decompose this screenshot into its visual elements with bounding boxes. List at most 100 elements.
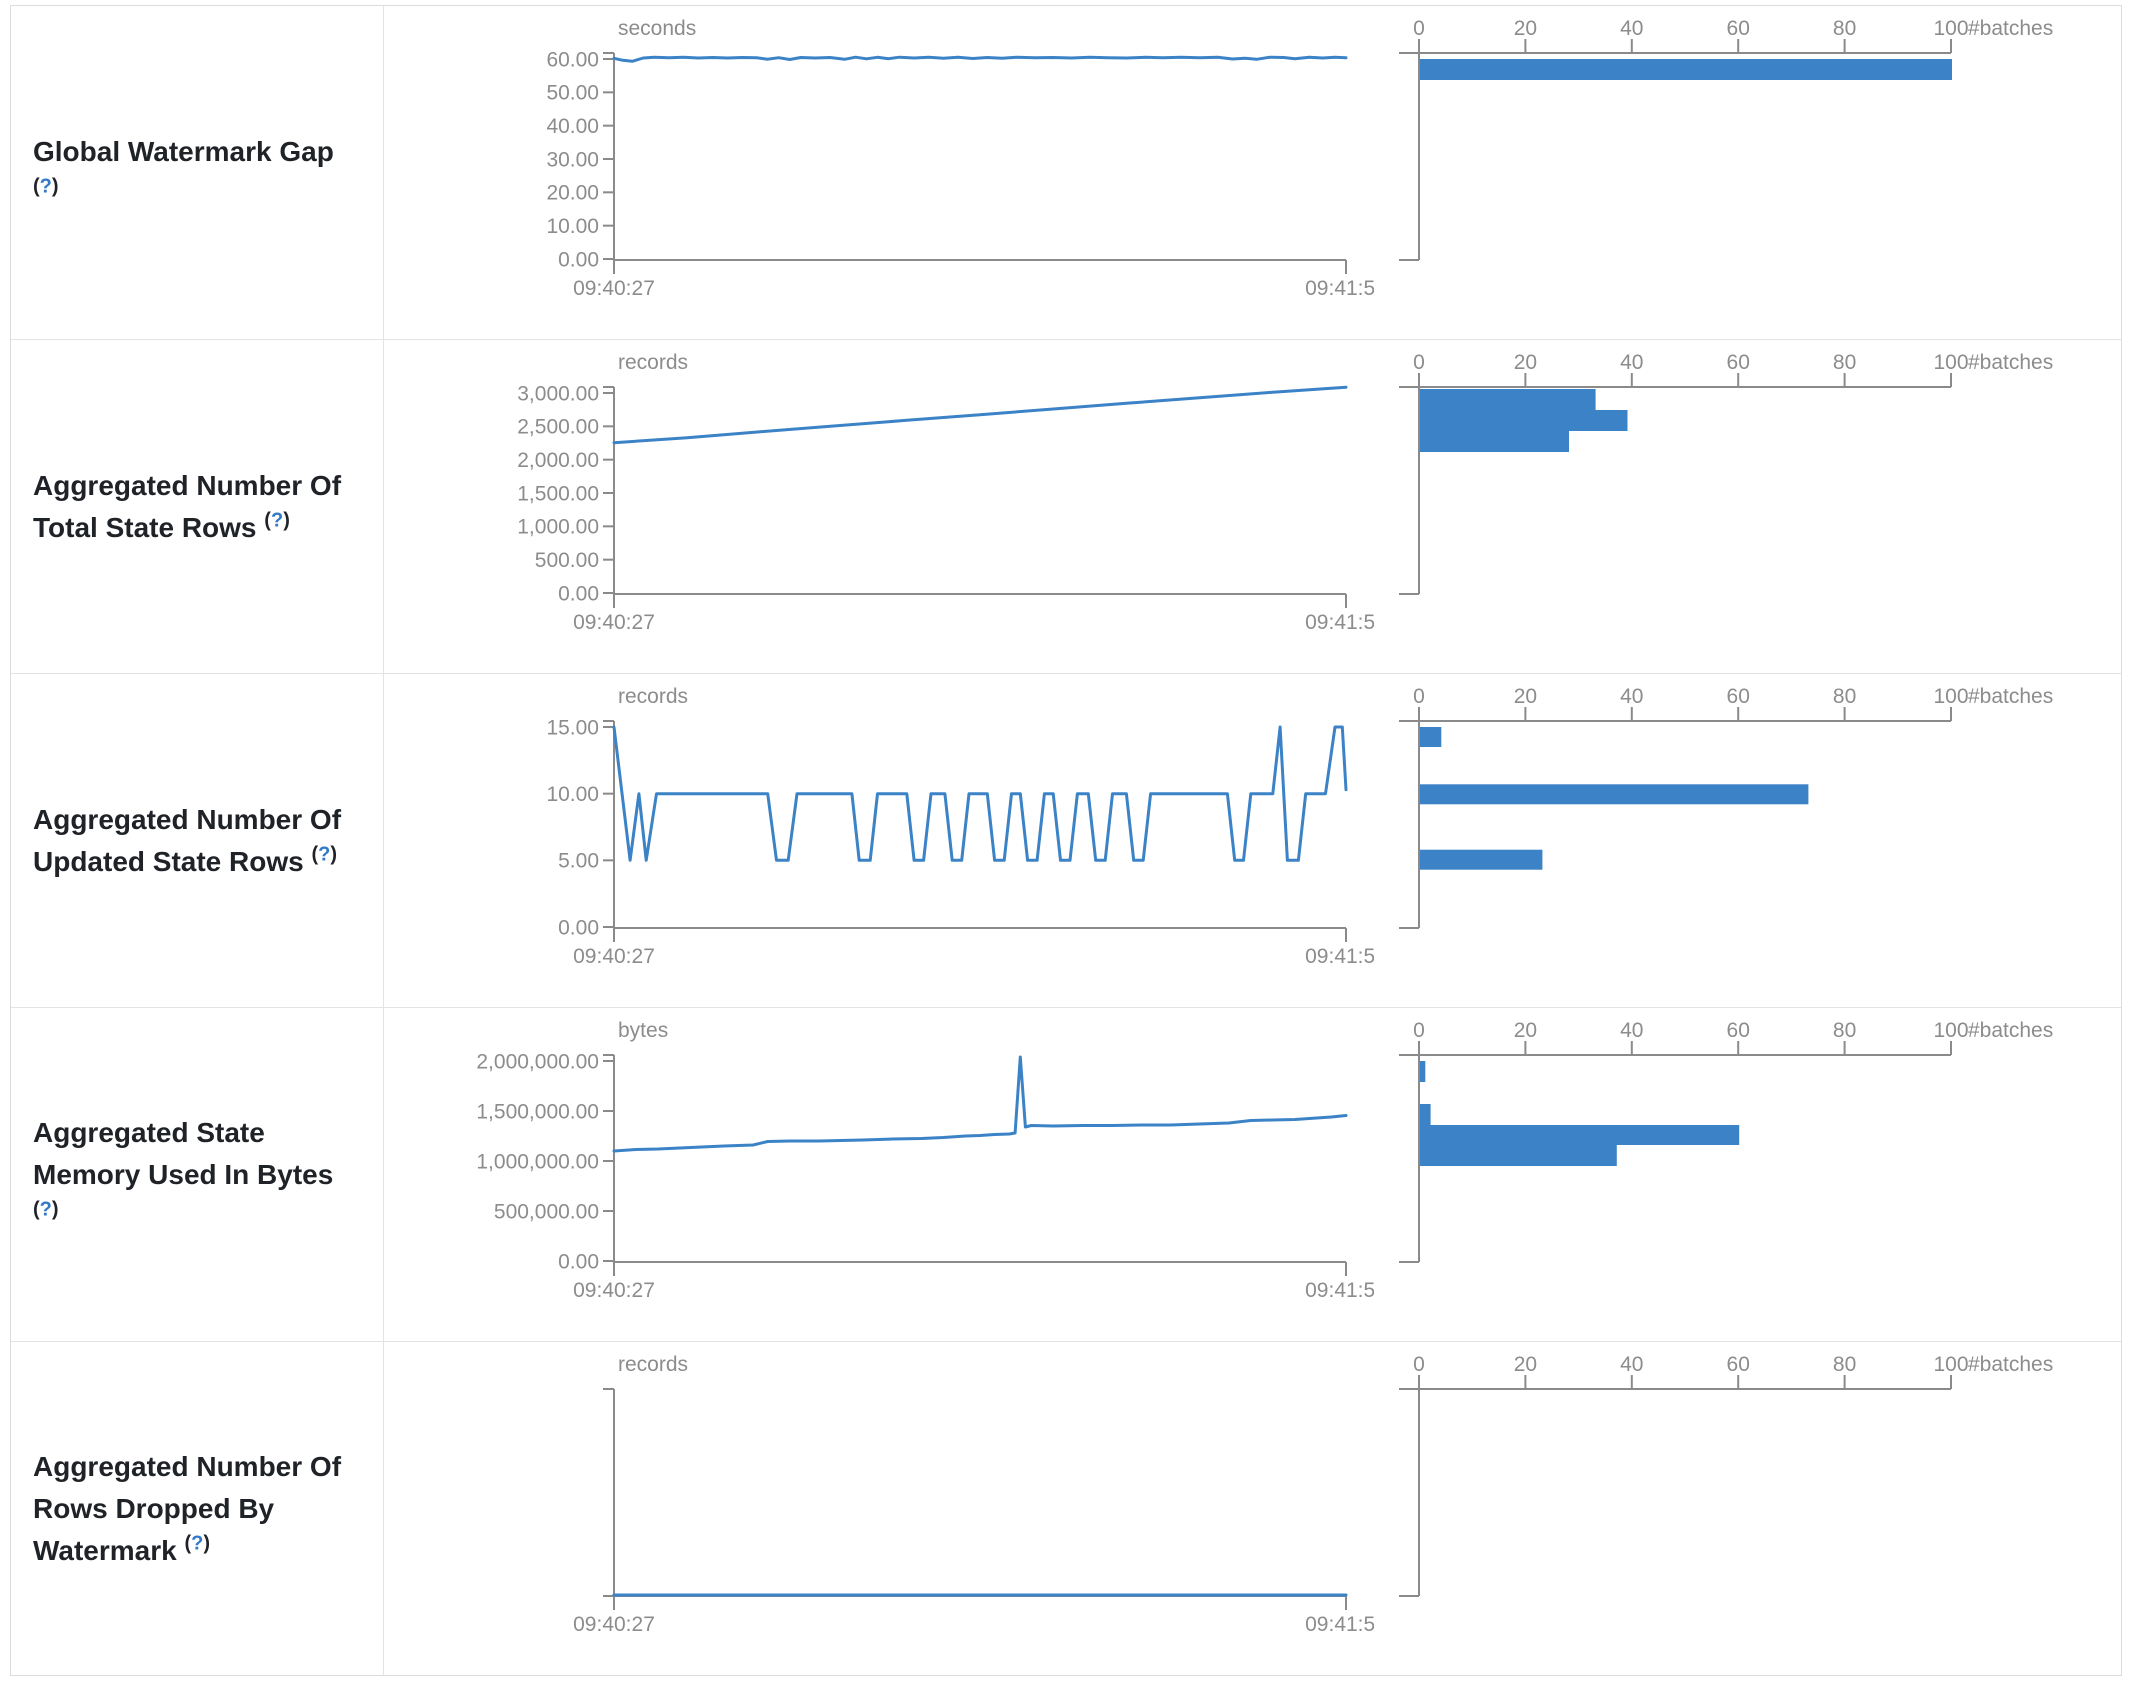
paren-close: ) xyxy=(51,1198,59,1221)
hist-bar xyxy=(1420,59,1952,80)
histogram-chart: 0 20 40 60 80 100 #batches xyxy=(1399,351,2053,595)
hist-x-tick-label: 80 xyxy=(1833,17,1856,40)
y-tick-label: 0.00 xyxy=(558,1250,599,1273)
y-tick-label: 1,000.00 xyxy=(517,516,599,539)
hist-x-tick-label: 40 xyxy=(1620,1019,1643,1042)
paren-open: ( xyxy=(33,175,40,198)
x-tick-label-start: 09:40:27 xyxy=(573,277,655,300)
hist-x-tick-label: 60 xyxy=(1727,685,1750,708)
help-question-icon[interactable]: ? xyxy=(270,509,284,532)
axes xyxy=(1399,1375,1952,1597)
x-tick-label-end: 09:41:56 xyxy=(1305,1279,1374,1302)
hist-x-tick-label: 80 xyxy=(1833,351,1856,374)
help-question-icon[interactable]: ? xyxy=(39,175,52,198)
hist-x-tick-label: 60 xyxy=(1727,351,1750,374)
y-tick-label: 2,000,000.00 xyxy=(476,1050,599,1073)
hist-x-tick-label: 0 xyxy=(1413,1353,1425,1376)
streaming-statistics-table: Global Watermark Gap (?) seconds 60.00 50.… xyxy=(10,5,2122,1676)
x-tick-label-start: 09:40:27 xyxy=(573,1613,655,1636)
y-tick-label: 500.00 xyxy=(535,549,599,572)
hist-x-tick-label: 40 xyxy=(1620,351,1643,374)
timeline-chart: seconds 60.00 50.00 40.00 30.00 20.00 10.00 0.0… xyxy=(546,17,1374,300)
axes xyxy=(603,386,1347,608)
y-tick-label: 1,500,000.00 xyxy=(476,1100,599,1123)
y-tick-label: 2,500.00 xyxy=(517,416,599,439)
axes xyxy=(1399,39,1952,261)
help-question-icon[interactable]: ? xyxy=(191,1532,204,1555)
hist-x-tick-label: 20 xyxy=(1514,1019,1537,1042)
metric-label-cell: Aggregated Number Of Total State Rows (?… xyxy=(11,340,384,673)
unit-label: records xyxy=(618,1353,688,1376)
metric-row-state-memory-used: Aggregated State Memory Used In Bytes (?… xyxy=(11,1007,2121,1341)
hist-x-tick-label: 0 xyxy=(1413,685,1425,708)
metric-name: Aggregated Number Of Updated State Rows xyxy=(33,803,342,877)
hist-x-tick-label: 100 xyxy=(1933,1019,1968,1042)
metric-chart-cell: records 15.00 10.00 5.00 0.00 09:40:27 09:41:5… xyxy=(384,674,2121,1007)
hist-bar xyxy=(1420,1104,1431,1125)
metric-line-series xyxy=(612,1055,1348,1153)
hist-x-tick-label: 40 xyxy=(1620,685,1643,708)
help-tooltip[interactable]: (?) xyxy=(33,175,59,197)
hist-axis-unit-label: #batches xyxy=(1968,17,2053,40)
histogram-chart: 0 20 40 60 80 100 #batches xyxy=(1399,17,2053,261)
metric-row-updated-state-rows: Aggregated Number Of Updated State Rows … xyxy=(11,673,2121,1007)
unit-label: records xyxy=(618,351,688,374)
x-tick-label-end: 09:41:56 xyxy=(1305,1613,1374,1636)
hist-x-tick-label: 60 xyxy=(1727,17,1750,40)
metric-name: Global Watermark Gap xyxy=(33,135,334,167)
metric-line-series xyxy=(612,725,1348,862)
metric-name: Aggregated State Memory Used In Bytes xyxy=(33,1116,334,1190)
paren-close: ) xyxy=(330,843,338,866)
help-tooltip[interactable]: (?) xyxy=(184,1532,210,1554)
y-tick-label: 20.00 xyxy=(546,182,599,205)
y-tick-label: 0.00 xyxy=(558,248,599,271)
metric-label: Global Watermark Gap (?) xyxy=(11,131,365,215)
metric-line-series xyxy=(612,55,1348,63)
axes xyxy=(603,1388,1347,1610)
y-tick-label: 10.00 xyxy=(546,215,599,238)
help-tooltip[interactable]: (?) xyxy=(264,509,290,531)
y-tick-label: 30.00 xyxy=(546,148,599,171)
paren-open: ( xyxy=(184,1532,192,1555)
metric-label-cell: Aggregated State Memory Used In Bytes (?… xyxy=(11,1008,384,1341)
hist-x-tick-label: 80 xyxy=(1833,1019,1856,1042)
hist-x-tick-label: 60 xyxy=(1727,1019,1750,1042)
hist-x-tick-label: 80 xyxy=(1833,685,1856,708)
hist-x-tick-label: 100 xyxy=(1933,351,1968,374)
help-question-icon[interactable]: ? xyxy=(318,843,331,866)
hist-bar xyxy=(1420,389,1596,410)
metric-label: Aggregated Number Of Rows Dropped By Wat… xyxy=(11,1446,365,1572)
hist-bar xyxy=(1420,1125,1740,1145)
y-tick-label: 40.00 xyxy=(546,115,599,138)
timeline-chart: bytes 2,000,000.00 1,500,000.00 1,000,000.0… xyxy=(476,1019,1374,1302)
metric-chart-cell: records 09:40:27 09:41:56 0 20 40 60 80 100#bat… xyxy=(384,1342,2121,1675)
paren-close: ) xyxy=(203,1532,211,1555)
x-tick-label-end: 09:41:56 xyxy=(1305,945,1374,968)
help-question-icon[interactable]: ? xyxy=(39,1198,52,1221)
x-tick-label-end: 09:41:56 xyxy=(1305,277,1374,300)
hist-bar xyxy=(1420,849,1543,870)
y-tick-label: 2,000.00 xyxy=(517,449,599,472)
hist-x-tick-label: 40 xyxy=(1620,17,1643,40)
metric-chart-cell: seconds 60.00 50.00 40.00 30.00 20.00 10.00 0.0… xyxy=(384,6,2121,339)
paren-open: ( xyxy=(264,509,271,532)
unit-label: records xyxy=(618,685,688,708)
hist-x-tick-label: 100 xyxy=(1933,1353,1968,1376)
help-tooltip[interactable]: (?) xyxy=(33,1198,59,1220)
y-tick-label: 0.00 xyxy=(558,916,599,939)
axes xyxy=(603,1054,1347,1276)
help-tooltip[interactable]: (?) xyxy=(311,843,337,865)
metric-label-cell: Global Watermark Gap (?) xyxy=(11,6,384,339)
y-tick-label: 3,000.00 xyxy=(517,382,599,405)
timeline-chart: records 09:40:27 09:41:56 xyxy=(573,1353,1374,1636)
hist-axis-unit-label: #batches xyxy=(1968,1019,2053,1042)
x-tick-label-end: 09:41:56 xyxy=(1305,611,1374,634)
metric-row-rows-dropped-by-watermark: Aggregated Number Of Rows Dropped By Wat… xyxy=(11,1341,2121,1675)
x-tick-label-start: 09:40:27 xyxy=(573,945,655,968)
y-tick-label: 5.00 xyxy=(558,850,599,873)
y-tick-label: 0.00 xyxy=(558,582,599,605)
metric-label: Aggregated State Memory Used In Bytes (?… xyxy=(11,1112,365,1238)
metric-label: Aggregated Number Of Total State Rows (?… xyxy=(11,465,365,549)
hist-axis-unit-label: #batches xyxy=(1968,1353,2053,1376)
timeline-chart: records 3,000.00 2,500.00 2,000.00 1,500.00 1… xyxy=(517,351,1374,634)
